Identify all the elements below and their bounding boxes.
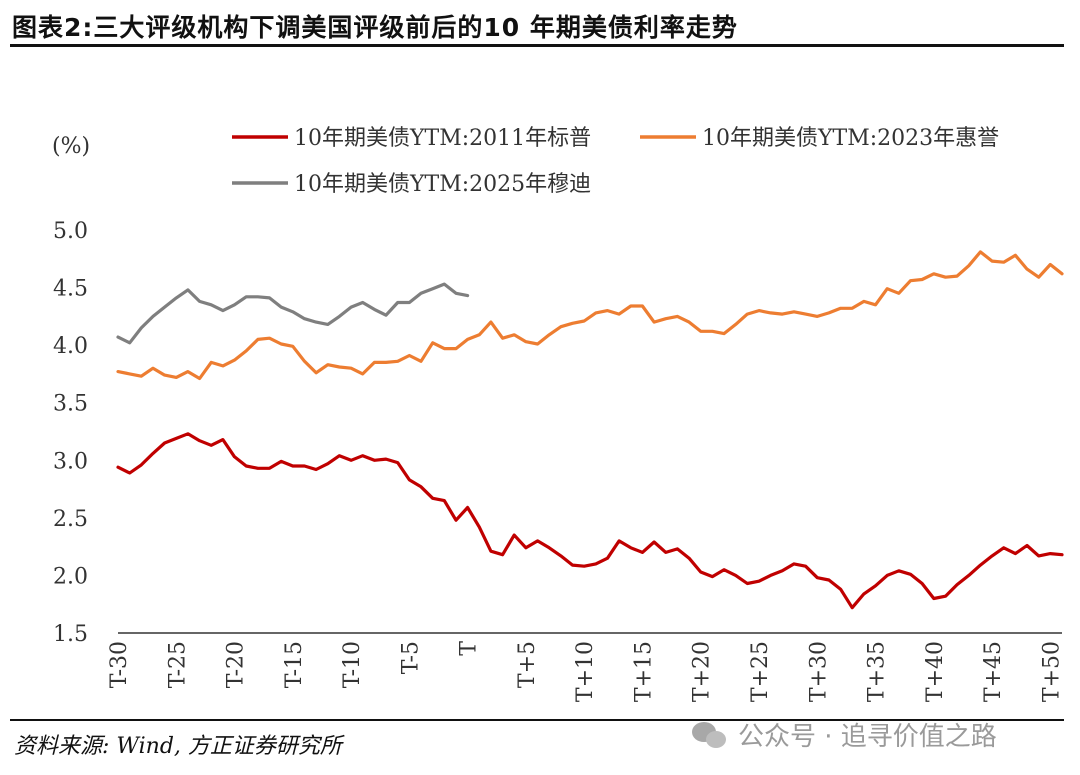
legend: 10年期美债YTM:2011年标普 10年期美债YTM:2023年惠誉 10年期美债… [232,126,999,197]
y-tick-label: 4.0 [53,334,88,359]
x-tick-label: T-30 [107,641,132,688]
x-tick-label: T-5 [398,641,423,674]
watermark-text: 公众号 · 追寻价值之路 [738,722,997,752]
series-lines-group [116,250,1064,610]
watermark: 公众号 · 追寻价值之路 [692,716,997,753]
y-tick-label: 2.0 [53,564,88,589]
x-tick-label: T+15 [631,641,656,702]
legend-item-3: 10年期美债YTM:2025年穆迪 [232,172,591,197]
source-note: 资料来源: Wind, 方正证券研究所 [14,734,342,759]
x-tick-label: T+5 [515,641,540,688]
legend-label: 10年期美债YTM:2011年标普 [294,126,591,151]
y-tick-label: 4.5 [53,277,88,302]
x-tick-label: T+45 [981,641,1006,702]
legend-label: 10年期美债YTM:2023年惠誉 [702,126,999,151]
series-line-3 [116,282,470,345]
x-tick-label: T [457,641,482,656]
series-line-1 [116,432,1064,610]
axes-group: (%) 1.5 2.0 2.5 3.0 3.5 4.0 4.5 5.0 T-30 T-25 T-20 T… [52,134,1064,702]
x-tick-label: T+10 [573,641,598,702]
legend-item-1: 10年期美债YTM:2011年标普 [232,126,591,151]
x-tick-label: T-15 [282,641,307,688]
y-tick-label: 5.0 [53,219,88,244]
x-tick-label: T+20 [690,641,715,702]
x-tick-label: T-25 [165,641,190,688]
chart-title: 图表2:三大评级机构下调美国评级前后的10 年期美债利率走势 [12,13,738,42]
x-tick-label: T+35 [865,641,890,702]
y-tick-label: 1.5 [53,622,88,647]
title-underline [10,44,1064,47]
x-tick-label: T+30 [806,641,831,702]
x-tick-label: T-10 [340,641,365,688]
y-tick-label: 2.5 [53,507,88,532]
series-line-2 [116,250,1064,381]
wechat-icon [692,720,728,750]
x-tick-label: T-20 [224,641,249,688]
y-tick-label: 3.0 [53,449,88,474]
footer-rule [10,719,1064,721]
y-tick-label: 3.5 [53,392,88,417]
x-tick-label: T+25 [748,641,773,702]
x-tick-label: T+40 [923,641,948,702]
y-axis-label: (%) [52,134,90,159]
legend-label: 10年期美债YTM:2025年穆迪 [294,172,591,197]
x-tick-label: T+50 [1039,641,1064,702]
legend-item-2: 10年期美债YTM:2023年惠誉 [640,126,999,151]
